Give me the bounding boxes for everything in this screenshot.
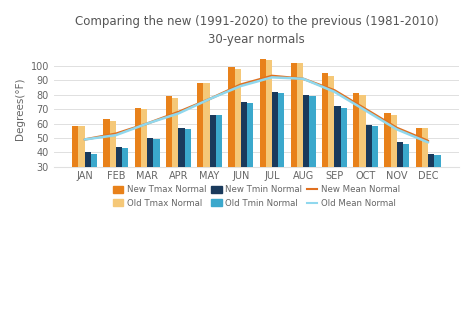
Title: Comparing the new (1991-2020) to the previous (1981-2010)
30-year normals: Comparing the new (1991-2020) to the pre… bbox=[74, 15, 438, 46]
Old Mean Normal bbox=[113, 133, 119, 137]
Old Mean Normal bbox=[425, 140, 431, 144]
New Mean Normal bbox=[238, 83, 244, 86]
New Mean Normal bbox=[394, 126, 400, 130]
Y-axis label: Degrees(°F): Degrees(°F) bbox=[15, 78, 25, 140]
Bar bbox=[403, 144, 410, 210]
Bar bbox=[79, 126, 85, 210]
New Mean Normal bbox=[269, 74, 275, 78]
Bar bbox=[272, 92, 278, 210]
Bar bbox=[266, 60, 272, 210]
Bar bbox=[353, 93, 359, 210]
Bar bbox=[278, 93, 284, 210]
Old Mean Normal bbox=[144, 122, 150, 125]
Bar bbox=[260, 58, 266, 210]
Bar bbox=[434, 155, 440, 210]
Bar bbox=[328, 76, 335, 210]
Bar bbox=[154, 139, 160, 210]
Bar bbox=[397, 142, 403, 210]
Bar bbox=[72, 126, 79, 210]
Bar bbox=[178, 128, 184, 210]
New Mean Normal bbox=[363, 107, 368, 111]
Bar bbox=[216, 115, 222, 210]
Bar bbox=[428, 154, 434, 210]
Bar bbox=[241, 102, 247, 210]
Bar bbox=[247, 103, 253, 210]
Old Mean Normal bbox=[363, 109, 368, 112]
Bar bbox=[310, 96, 316, 210]
Old Mean Normal bbox=[207, 97, 212, 101]
Old Mean Normal bbox=[394, 127, 400, 131]
Bar bbox=[322, 73, 328, 210]
Legend: New Tmax Normal, Old Tmax Normal, New Tmin Normal, Old Tmin Normal, New Mean Nor: New Tmax Normal, Old Tmax Normal, New Tm… bbox=[109, 182, 403, 211]
Bar bbox=[291, 63, 297, 210]
Bar bbox=[297, 63, 303, 210]
Bar bbox=[103, 119, 109, 210]
Bar bbox=[122, 148, 128, 210]
Bar bbox=[359, 95, 365, 210]
New Mean Normal bbox=[144, 122, 150, 125]
Old Mean Normal bbox=[175, 111, 181, 115]
Bar bbox=[341, 108, 347, 210]
Old Mean Normal bbox=[332, 90, 337, 94]
Old Mean Normal bbox=[238, 84, 244, 88]
Line: New Mean Normal: New Mean Normal bbox=[85, 76, 428, 141]
Bar bbox=[147, 138, 154, 210]
Old Mean Normal bbox=[269, 75, 275, 79]
New Mean Normal bbox=[207, 97, 212, 101]
Bar bbox=[335, 106, 341, 210]
New Mean Normal bbox=[82, 137, 88, 141]
Bar bbox=[365, 125, 372, 210]
Bar bbox=[141, 109, 147, 210]
Bar bbox=[422, 128, 428, 210]
Bar bbox=[116, 147, 122, 210]
Bar bbox=[91, 154, 97, 210]
Bar bbox=[372, 126, 378, 210]
Line: Old Mean Normal: Old Mean Normal bbox=[85, 77, 428, 142]
New Mean Normal bbox=[301, 77, 306, 81]
Bar bbox=[172, 98, 178, 210]
Bar bbox=[416, 128, 422, 210]
New Mean Normal bbox=[113, 132, 119, 136]
Old Mean Normal bbox=[301, 77, 306, 81]
Bar bbox=[197, 83, 203, 210]
Bar bbox=[166, 96, 172, 210]
Bar bbox=[109, 121, 116, 210]
Bar bbox=[235, 69, 241, 210]
Bar bbox=[135, 108, 141, 210]
Bar bbox=[303, 95, 310, 210]
Bar bbox=[384, 113, 391, 210]
Bar bbox=[391, 115, 397, 210]
Bar bbox=[85, 152, 91, 210]
Bar bbox=[203, 83, 210, 210]
Old Mean Normal bbox=[82, 137, 88, 141]
New Mean Normal bbox=[175, 110, 181, 114]
Bar bbox=[210, 115, 216, 210]
Bar bbox=[228, 67, 235, 210]
New Mean Normal bbox=[425, 139, 431, 143]
Bar bbox=[184, 129, 191, 210]
New Mean Normal bbox=[332, 88, 337, 92]
